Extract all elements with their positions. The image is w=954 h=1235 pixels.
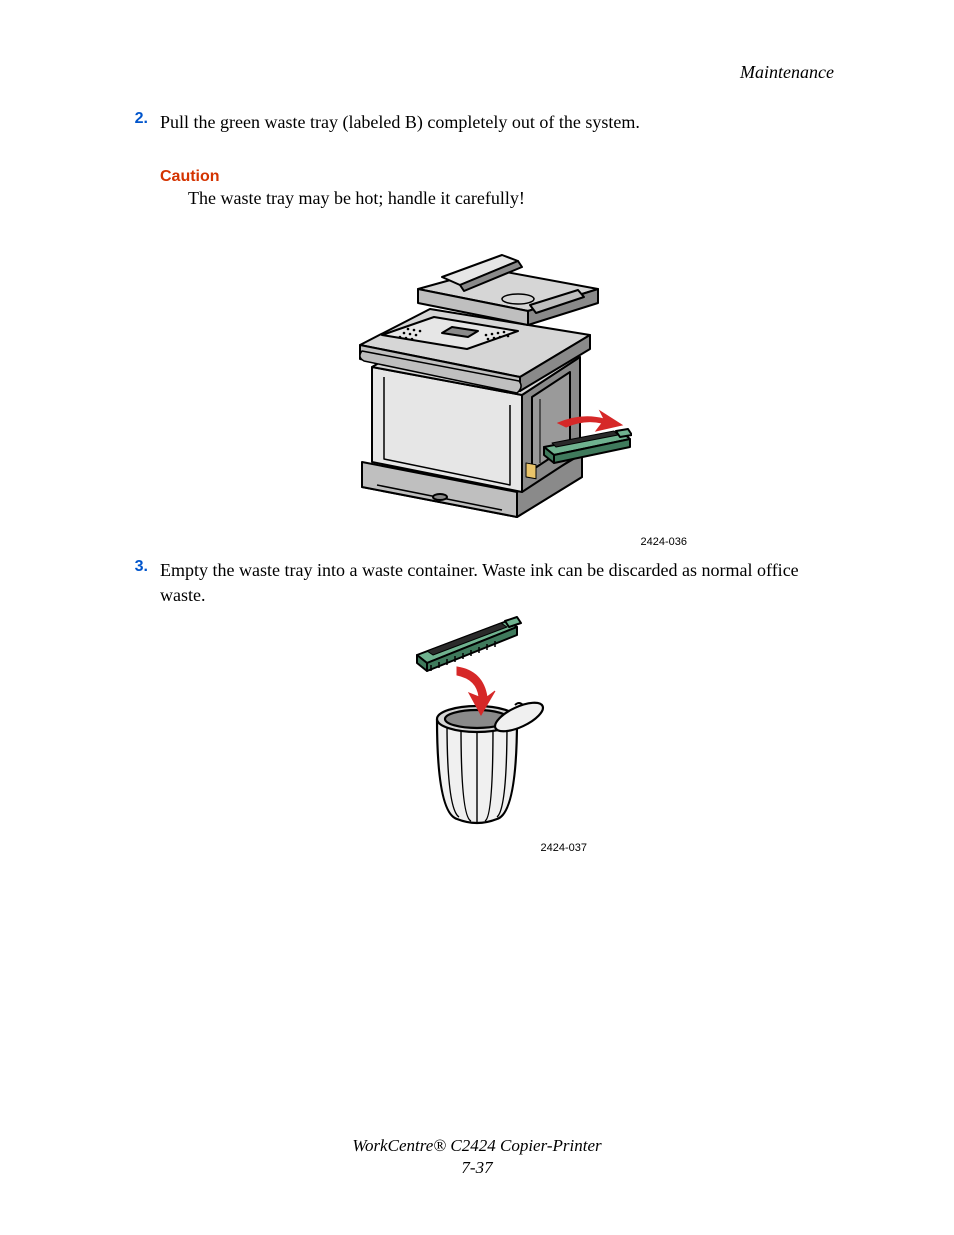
trash-can bbox=[437, 697, 547, 823]
step-number: 2. bbox=[120, 110, 148, 134]
printer-diagram bbox=[322, 227, 632, 527]
caution-label: Caution bbox=[160, 168, 834, 186]
figure-trash: 2424-037 bbox=[120, 613, 834, 856]
step-text: Pull the green waste tray (labeled B) co… bbox=[160, 110, 834, 134]
step-number: 3. bbox=[120, 558, 148, 607]
figure-caption-2: 2424-037 bbox=[541, 842, 588, 854]
page-footer: WorkCentre® C2424 Copier-Printer 7-37 bbox=[0, 1135, 954, 1179]
step-2: 2. Pull the green waste tray (labeled B)… bbox=[120, 110, 834, 134]
footer-product: WorkCentre® C2424 Copier-Printer bbox=[0, 1135, 954, 1157]
caution-text: The waste tray may be hot; handle it car… bbox=[188, 188, 834, 209]
running-head: Maintenance bbox=[740, 62, 834, 83]
footer-page-number: 7-37 bbox=[0, 1157, 954, 1179]
figure-printer: 2424-036 bbox=[120, 227, 834, 550]
caution-block: Caution The waste tray may be hot; handl… bbox=[160, 168, 834, 209]
printer-body bbox=[360, 255, 598, 517]
trash-diagram bbox=[397, 613, 557, 833]
page: Maintenance 2. Pull the green waste tray… bbox=[0, 0, 954, 1235]
figure-caption-1: 2424-036 bbox=[641, 536, 688, 548]
content-area: 2. Pull the green waste tray (labeled B)… bbox=[120, 110, 834, 856]
waste-tray-tilted bbox=[417, 617, 521, 671]
step-3: 3. Empty the waste tray into a waste con… bbox=[120, 558, 834, 607]
step-text: Empty the waste tray into a waste contai… bbox=[160, 558, 834, 607]
